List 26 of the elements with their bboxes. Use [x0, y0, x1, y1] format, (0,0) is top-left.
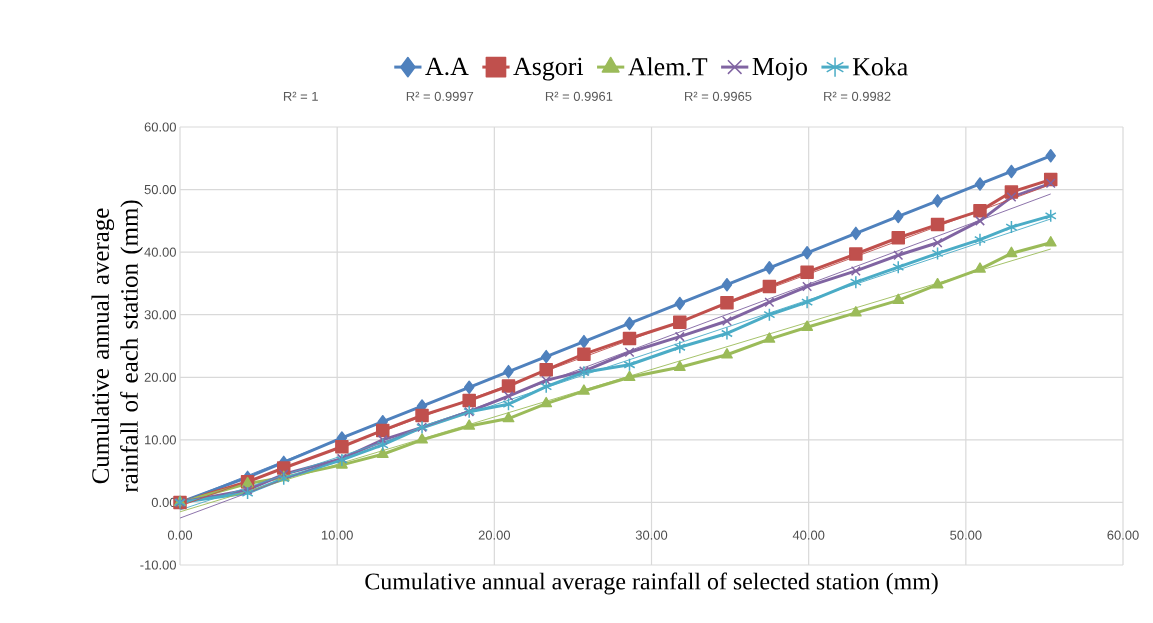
y-tick-label: 40.00	[144, 247, 176, 257]
x-tick-label: 10.00	[321, 530, 353, 540]
x-tick-label: 0.00	[167, 530, 193, 540]
legend-label: A.A	[425, 57, 469, 76]
y-tick-label: 60.00	[144, 122, 176, 132]
y-tick-label: 20.00	[144, 372, 176, 382]
x-tick-label: 20.00	[478, 530, 511, 540]
y-tick-label: 50.00	[144, 184, 176, 195]
legend-label: Alem.T	[628, 57, 708, 76]
text: R² = 0.9982	[824, 91, 891, 101]
y-tick-label: -10.00	[140, 560, 176, 570]
legend-label: Asgori	[513, 57, 584, 81]
y-tick-label: 30.00	[144, 310, 176, 320]
x-tick-label: 50.00	[950, 530, 982, 540]
x-tick-label: 40.00	[792, 530, 825, 540]
text: R² = 0.9961	[545, 91, 613, 101]
x-tick-label: 60.00	[1107, 530, 1139, 540]
x-tick-label: 30.00	[635, 530, 668, 540]
text: R² = 1	[283, 91, 318, 101]
y-axis-title: Cumulative annual average rainfall of each station (mm)	[91, 200, 143, 493]
text: R² = 0.9965	[685, 91, 752, 101]
x-axis-title: Cumulative annual average rainfall of selected station (mm)	[365, 572, 938, 595]
legend-label: Koka	[852, 57, 908, 76]
y-tick-label: 10.00	[145, 435, 176, 445]
text: R² = 0.9997	[406, 91, 474, 101]
legend-label: Mojo	[752, 57, 807, 81]
